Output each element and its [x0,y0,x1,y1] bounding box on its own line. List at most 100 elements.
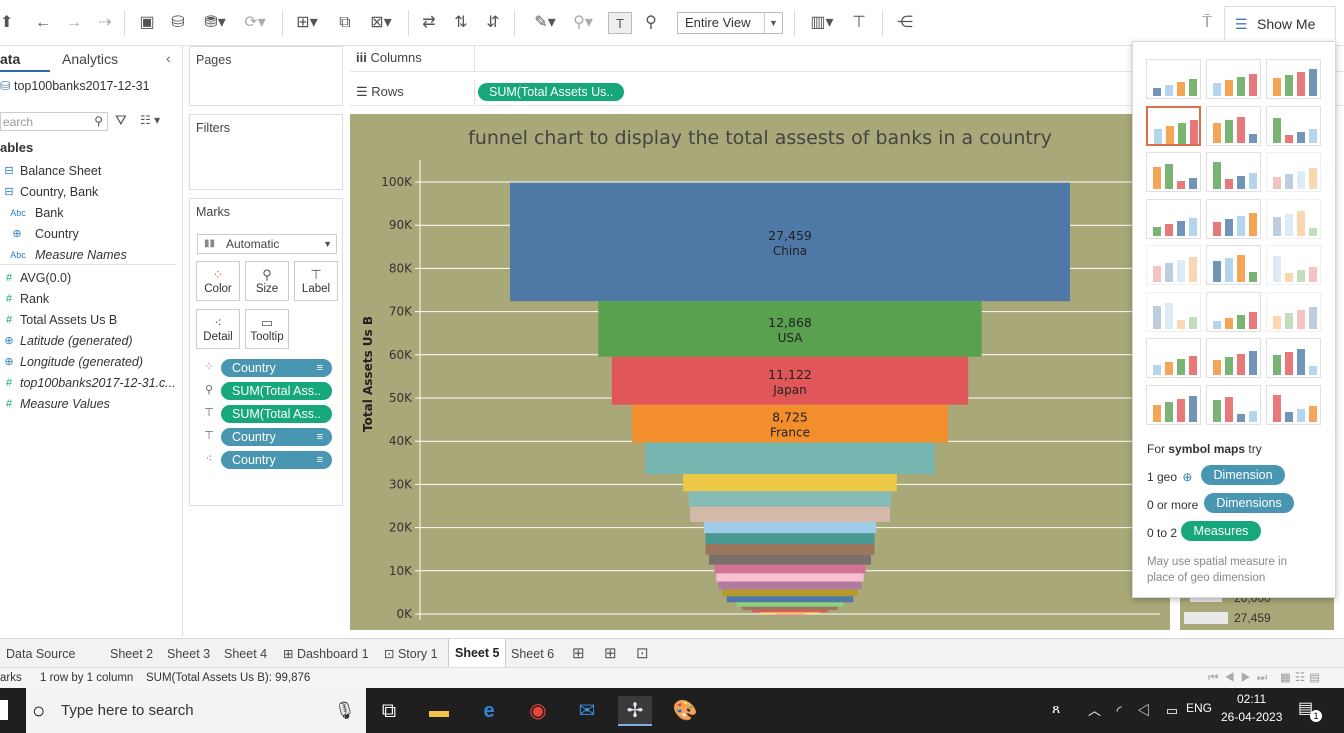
chart-type-thumbnail[interactable] [1266,152,1321,192]
chart-type-thumbnail[interactable] [1266,245,1321,285]
tooltip-button[interactable]: ▭ Tooltip [245,309,289,349]
tab-data[interactable]: ata [0,46,50,72]
chrome-icon[interactable]: ◉ [529,700,547,722]
save-icon[interactable]: ▣ [139,14,155,31]
taskbar-search-input[interactable]: Type here to search [61,702,194,719]
field-item[interactable]: # Total Assets Us B [0,310,180,330]
field-item[interactable]: ⊕ Longitude (generated) [0,352,180,372]
view-options-icon[interactable]: ☷ ▾ [140,113,161,127]
field-item[interactable]: ⊟ Balance Sheet [0,161,180,181]
filters-card[interactable]: Filters [189,114,343,190]
funnel-segment[interactable] [705,544,875,555]
mark-pill[interactable]: SUM(Total Ass.. [221,405,332,423]
chart-type-thumbnail[interactable] [1146,59,1201,99]
columns-shelf[interactable]: iii Columns [350,46,1344,72]
mark-pill[interactable]: SUM(Total Ass.. [221,382,332,400]
sheet-tab[interactable]: Data Source [0,643,81,665]
sheet-nav-icons[interactable]: ⏮◀▶⏭ [1208,672,1274,684]
chart-type-thumbnail[interactable] [1146,198,1201,239]
new-story-icon[interactable]: ⊡ [636,645,649,662]
sheet-tab[interactable]: Sheet 5 [448,639,507,667]
chart-type-thumbnail[interactable] [1206,245,1261,285]
fit-view-select[interactable]: Entire View ▼ [677,12,783,34]
sort-ascending-icon[interactable]: ⇅ [454,14,468,31]
sheet-tab[interactable]: ⊞ Dashboard 1 [277,643,375,665]
show-me-button[interactable]: ☰ Show Me [1224,6,1336,40]
refresh-icon[interactable]: ⟳▾ [244,14,266,31]
tray-icons[interactable]: ︿ ◜ ◁ ▭ [1088,703,1185,718]
size-button[interactable]: ⚲ Size [245,261,289,301]
color-button[interactable]: ⁘ Color [196,261,240,301]
field-item[interactable]: Abc Bank [0,203,180,223]
microphone-icon[interactable]: 🎙 [334,701,356,720]
sheet-tab[interactable]: Sheet 2 [104,643,159,665]
field-item[interactable]: Abc Measure Names [0,245,180,265]
new-datasource-icon[interactable]: ⛁ [171,14,185,31]
show-cards-icon[interactable]: ▥▾ [810,14,834,31]
chart-type-thumbnail[interactable] [1266,105,1321,146]
show-labels-icon[interactable]: T [608,12,632,34]
chart-type-thumbnail[interactable] [1206,384,1261,425]
chart-type-thumbnail[interactable] [1206,198,1261,239]
paint-app-icon[interactable]: 🎨 [672,700,698,722]
start-icon[interactable] [0,700,8,720]
funnel-segment[interactable] [752,610,828,613]
chart-type-thumbnail[interactable] [1146,338,1201,378]
home-icon[interactable]: ⬆ [0,14,14,31]
tableau-icon[interactable]: ✢ [618,696,652,726]
funnel-segment[interactable] [708,554,872,565]
taskbar-search[interactable]: ○ Type here to search 🎙 [26,688,366,733]
funnel-segment[interactable] [742,606,838,611]
filter-icon[interactable]: ⛛ [115,112,127,128]
pause-updates-icon[interactable]: ⛃▾ [204,14,226,31]
chart-type-thumbnail[interactable] [1206,59,1261,99]
people-icon[interactable]: ጸ [1052,700,1061,716]
new-worksheet-icon[interactable]: ⊞ [572,645,585,662]
field-item[interactable]: ⊟ Country, Bank [0,182,180,202]
funnel-segment[interactable] [726,596,854,603]
chart-type-thumbnail[interactable] [1146,291,1201,332]
mark-pill[interactable]: Country ≡ [221,451,332,469]
duplicate-sheet-icon[interactable]: ⧉ [339,14,351,31]
field-item[interactable]: # Measure Values [0,394,180,414]
new-sheet-icon[interactable]: ⊞▾ [296,14,318,31]
field-item[interactable]: ⊕ Country [0,224,180,244]
chart-type-thumbnail[interactable] [1146,105,1201,146]
chart-type-thumbnail[interactable] [1266,198,1321,239]
funnel-segment[interactable] [722,589,858,597]
funnel-segment[interactable] [690,506,890,522]
funnel-segment[interactable] [632,404,948,443]
field-item[interactable]: # Rank [0,289,180,309]
language-indicator[interactable]: ENG [1186,701,1213,715]
funnel-segment[interactable] [714,564,866,574]
edge-icon[interactable]: e [483,700,495,722]
field-item[interactable]: # AVG(0.0) [0,268,180,288]
rows-shelf[interactable]: ☰ Rows SUM(Total Assets Us.. [350,80,1344,106]
chart-type-thumbnail[interactable] [1146,384,1201,425]
funnel-segment[interactable] [718,581,862,590]
replay-icon[interactable]: ⇢ [98,14,112,31]
search-input[interactable]: earch [3,115,34,129]
sheet-tab[interactable]: Sheet 4 [218,643,273,665]
sheet-tab[interactable]: ⊡ Story 1 [378,643,444,665]
funnel-segment[interactable] [716,573,864,582]
new-dashboard-icon[interactable]: ⊞ [604,645,617,662]
mark-pill[interactable]: Country ≡ [221,359,332,377]
funnel-segment[interactable] [598,301,982,357]
paint-icon[interactable]: ⍑ [1202,14,1212,31]
field-item[interactable]: # top100banks2017-12-31.c... [0,373,180,393]
file-explorer-icon[interactable]: ▬ [429,700,449,722]
tab-analytics[interactable]: Analytics [62,46,162,72]
sort-descending-icon[interactable]: ⇵ [486,14,500,31]
mark-pill[interactable]: Country ≡ [221,428,332,446]
field-item[interactable]: ⊕ Latitude (generated) [0,331,180,351]
funnel-segment[interactable] [645,442,935,475]
chart-type-thumbnail[interactable] [1266,338,1321,378]
chart-type-thumbnail[interactable] [1266,384,1321,425]
task-view-icon[interactable]: ⧉ [381,700,397,722]
clock-date[interactable]: 26-04-2023 [1221,710,1283,724]
funnel-segment[interactable] [736,602,844,607]
swap-icon[interactable]: ⇄ [422,14,436,31]
collapse-pane-icon[interactable]: ‹ [166,50,171,66]
clear-sheet-icon[interactable]: ⊠▾ [370,14,392,31]
